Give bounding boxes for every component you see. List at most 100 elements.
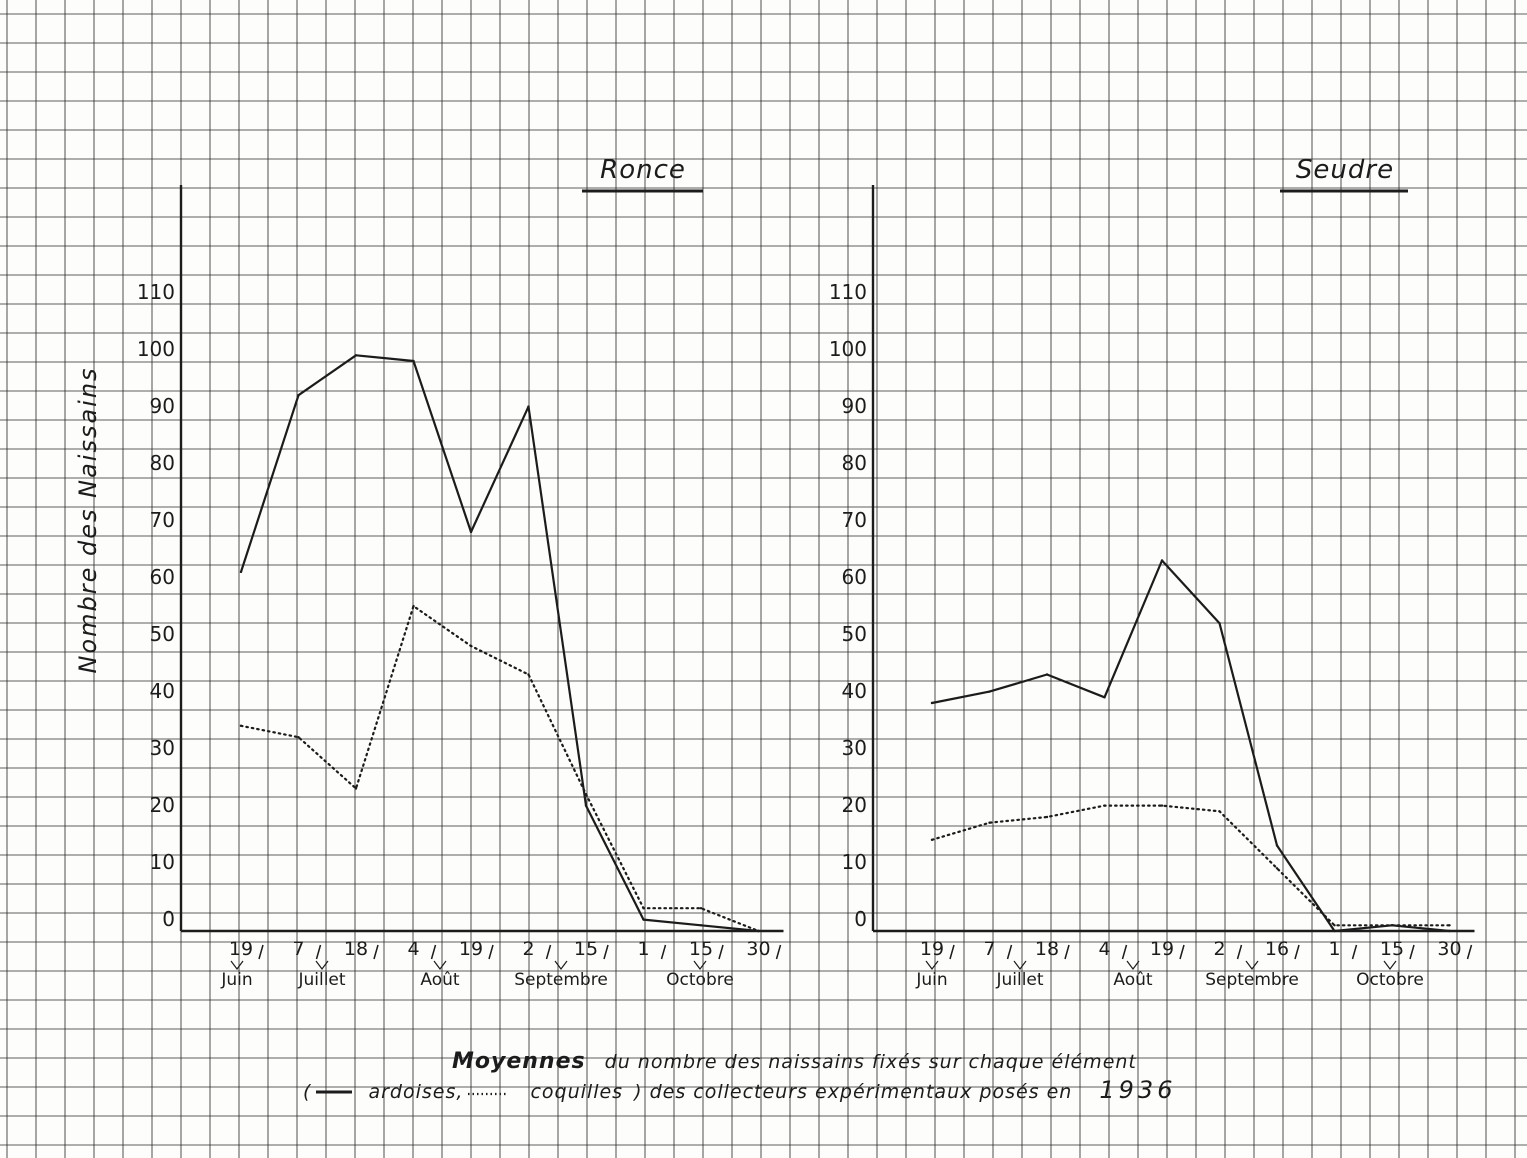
y-tick-label: 100 xyxy=(829,337,867,361)
data-point-ardoises xyxy=(527,405,530,408)
month-label: Octobre xyxy=(666,970,734,990)
data-point-coquilles xyxy=(1160,804,1164,807)
month-label: Août xyxy=(1113,970,1153,990)
data-point-ardoises xyxy=(1160,559,1164,562)
data-point-coquilles xyxy=(699,907,703,910)
month-label: Juin xyxy=(915,970,947,990)
month-marker xyxy=(925,960,939,970)
data-point-ardoises xyxy=(930,701,934,705)
y-tick-label: 110 xyxy=(829,280,867,304)
y-tick-label: 30 xyxy=(150,736,175,760)
y-tick-label: 80 xyxy=(150,451,175,475)
x-tick-label: 30 xyxy=(1437,938,1461,960)
y-tick-label: 40 xyxy=(150,679,175,703)
data-point-ardoises xyxy=(1218,622,1221,625)
axes xyxy=(179,185,784,933)
caption-open-paren: ( xyxy=(303,1081,312,1103)
data-point-coquilles xyxy=(1045,815,1049,819)
x-tick-label: 15 xyxy=(574,938,598,960)
y-tick-label: 50 xyxy=(842,622,867,646)
series-line-coquilles xyxy=(930,804,1451,927)
x-tick-separator xyxy=(1179,944,1185,960)
data-point-coquilles xyxy=(1333,924,1336,927)
x-tick-separator xyxy=(1409,944,1415,960)
data-point-ardoises xyxy=(1333,929,1336,933)
data-point-ardoises xyxy=(297,394,300,397)
x-tick-label: 18 xyxy=(1035,938,1059,960)
data-point-coquilles xyxy=(642,907,645,910)
x-tick-label: 1 xyxy=(637,938,649,960)
x-tick-label: 15 xyxy=(1380,938,1404,960)
month-label: Septembre xyxy=(514,970,608,990)
x-tick-label: 1 xyxy=(1328,938,1340,960)
caption: Moyennes du nombre des naissains fixés s… xyxy=(303,1049,1176,1104)
y-tick-label: 0 xyxy=(854,907,867,931)
month-label: Août xyxy=(420,970,460,990)
y-tick-label: 50 xyxy=(150,622,175,646)
x-tick-separator xyxy=(315,944,322,960)
legend-solid-label: ardoises, xyxy=(368,1081,463,1103)
month-marker xyxy=(1126,960,1140,970)
series-lines xyxy=(239,354,760,933)
month-label: Juillet xyxy=(297,970,345,990)
x-tick-separator xyxy=(1006,944,1013,960)
chart-title: Ronce xyxy=(600,155,686,185)
x-tick-label: 19 xyxy=(459,938,483,960)
data-point-coquilles xyxy=(988,821,991,824)
data-point-coquilles xyxy=(1448,924,1451,927)
x-tick-label: 2 xyxy=(522,938,534,960)
month-labels: Juin Juillet Août Septembre Octobre xyxy=(220,960,734,990)
y-tick-label: 30 xyxy=(842,736,867,760)
data-point-ardoises xyxy=(699,924,703,927)
x-tick-label: 7 xyxy=(292,938,304,960)
x-tick-separator xyxy=(775,944,782,960)
data-point-coquilles xyxy=(1390,924,1394,927)
month-marker xyxy=(315,960,329,970)
y-ticks: 0 10 20 30 40 50 60 70 80 90 100 110 xyxy=(829,280,867,931)
caption-year: 1936 xyxy=(1099,1076,1176,1104)
x-tick-separator xyxy=(1236,944,1243,960)
y-tick-label: 100 xyxy=(137,337,175,361)
x-tick-label: 4 xyxy=(407,938,419,960)
x-tick-separator xyxy=(1121,944,1128,960)
data-point-coquilles xyxy=(1218,810,1221,813)
data-point-ardoises xyxy=(988,690,991,693)
month-labels: Juin Juillet Août Septembre Octobre xyxy=(915,960,1424,990)
series-line-coquilles xyxy=(239,604,760,933)
y-axis-label: Nombre des Naissains xyxy=(74,366,102,673)
series-line-ardoises xyxy=(239,354,760,933)
data-point-coquilles xyxy=(354,787,358,790)
y-tick-label: 10 xyxy=(842,850,867,874)
x-tick-label: 15 xyxy=(689,938,713,960)
caption-bold: Moyennes xyxy=(452,1049,586,1074)
month-marker xyxy=(1383,960,1397,970)
y-ticks: 0 10 20 30 40 50 60 70 80 90 100 110 xyxy=(137,280,175,931)
data-point-coquilles xyxy=(757,929,760,933)
x-tick-separator xyxy=(373,944,379,960)
axes xyxy=(871,185,1475,933)
x-tick-separator xyxy=(660,944,667,960)
y-tick-label: 20 xyxy=(842,793,867,817)
y-tick-label: 90 xyxy=(842,394,867,418)
data-point-coquilles xyxy=(1275,867,1279,870)
x-tick-separator xyxy=(258,944,264,960)
data-point-coquilles xyxy=(584,793,588,796)
month-label: Juin xyxy=(220,970,252,990)
data-point-coquilles xyxy=(412,604,415,608)
y-tick-label: 60 xyxy=(842,565,867,589)
data-point-coquilles xyxy=(527,673,530,676)
data-point-ardoises xyxy=(584,804,588,807)
data-point-ardoises xyxy=(469,530,473,534)
y-tick-label: 10 xyxy=(150,850,175,874)
month-label: Juillet xyxy=(995,970,1043,990)
y-tick-label: 80 xyxy=(842,451,867,475)
data-point-ardoises xyxy=(239,570,243,574)
x-tick-separator xyxy=(430,944,437,960)
x-ticks: 19 7 18 4 19 2 15 1 15 30 xyxy=(229,938,782,960)
data-point-ardoises xyxy=(642,918,645,921)
y-tick-label: 70 xyxy=(842,508,867,532)
data-point-ardoises xyxy=(1448,929,1451,933)
